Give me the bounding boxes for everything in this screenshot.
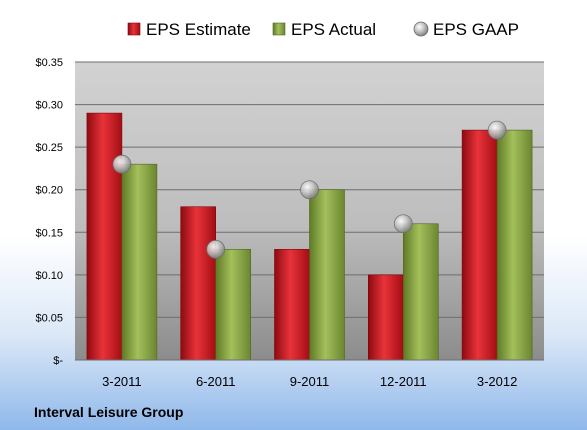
y-axis: $- $0.05 $0.10 $0.15 $0.20 $0.25 $0.30 $0.35	[35, 57, 63, 367]
bar-eps-actual	[309, 189, 345, 361]
x-tick-label: 6-2011	[196, 374, 236, 389]
bar-eps-estimate	[274, 249, 310, 361]
bars	[86, 112, 533, 361]
bar-eps-actual	[121, 163, 158, 361]
x-tick-label: 9-2011	[290, 374, 330, 389]
y-tick-label: $-	[53, 355, 63, 367]
x-tick-label: 3-2011	[102, 374, 142, 389]
legend-swatch-eps-actual	[272, 22, 286, 36]
bar-eps-estimate	[367, 274, 404, 361]
bar-eps-actual	[215, 249, 251, 361]
legend-label: EPS Actual	[291, 20, 376, 39]
y-tick-label: $0.20	[35, 185, 63, 197]
y-tick-label: $0.30	[35, 100, 63, 112]
legend: EPS Estimate EPS Actual EPS GAAP	[127, 20, 519, 39]
bar-eps-estimate	[86, 112, 123, 361]
marker-eps-gaap	[206, 239, 226, 259]
x-tick-label: 12-2011	[380, 374, 427, 389]
bar-eps-estimate	[180, 206, 216, 361]
y-tick-label: $0.10	[35, 270, 63, 282]
y-tick-label: $0.05	[35, 312, 63, 324]
x-axis: 3-2011 6-2011 9-2011 12-2011 3-2012	[75, 359, 544, 389]
marker-eps-gaap	[112, 154, 132, 174]
marker-eps-gaap	[300, 180, 319, 200]
y-tick-label: $0.25	[35, 142, 63, 154]
marker-eps-gaap	[487, 120, 507, 140]
legend-swatch-eps-estimate	[127, 22, 141, 36]
x-tick-label: 3-2012	[477, 374, 517, 389]
y-tick-label: $0.35	[35, 57, 63, 69]
bar-eps-actual	[496, 129, 533, 361]
bar-eps-estimate	[461, 129, 498, 361]
marker-eps-gaap	[393, 214, 413, 234]
y-tick-label: $0.15	[35, 227, 63, 239]
legend-swatch-eps-gaap	[413, 21, 429, 37]
legend-label: EPS GAAP	[433, 20, 519, 39]
legend-label: EPS Estimate	[146, 20, 251, 39]
bar-eps-actual	[402, 223, 439, 361]
chart-footer: Interval Leisure Group	[34, 404, 183, 420]
gaap-markers	[112, 120, 507, 259]
